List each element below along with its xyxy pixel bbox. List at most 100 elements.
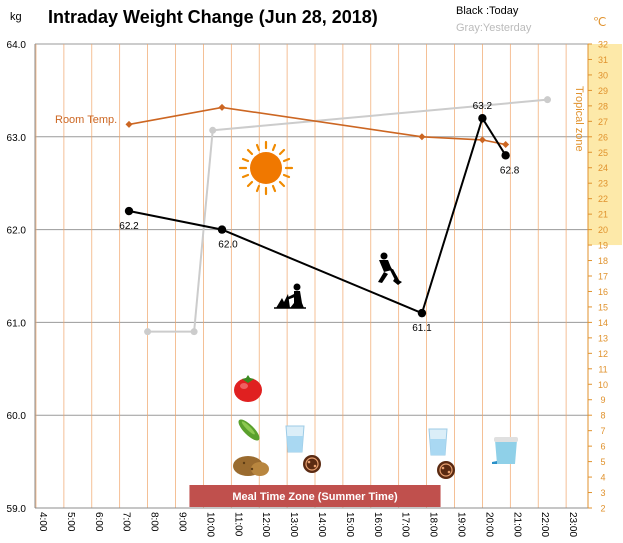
- left-tick-label: 59.0: [7, 504, 27, 515]
- room-temp-point: [502, 141, 510, 149]
- right-tick-label: 10: [598, 380, 608, 390]
- gridlines: [35, 43, 588, 509]
- y-unit-left: kg: [10, 11, 22, 23]
- legend-yesterday: Gray:Yesterday: [456, 22, 532, 34]
- right-tick-label: 18: [598, 256, 608, 266]
- tropical-zone-band: [588, 44, 622, 246]
- right-tick-label: 25: [598, 148, 608, 158]
- x-tick-label: 4:00: [37, 512, 48, 532]
- x-tick-label: 13:00: [288, 512, 299, 537]
- right-tick-label: 20: [598, 225, 608, 235]
- room-temp-label: Room Temp.: [55, 114, 117, 126]
- x-tick-label: 7:00: [121, 512, 132, 532]
- right-tick-label: 2: [600, 504, 605, 514]
- yesterday-point: [190, 328, 198, 336]
- right-tick-label: 28: [598, 101, 608, 111]
- today-data-label: 62.8: [500, 165, 520, 176]
- left-tick-label: 60.0: [7, 411, 27, 422]
- yesterday-line: [147, 98, 548, 333]
- today-line: [128, 115, 507, 315]
- today-data-label: 63.2: [473, 101, 493, 112]
- right-tick-label: 7: [600, 426, 605, 436]
- gardening-person-icon: [274, 283, 306, 309]
- sun-icon: [238, 140, 294, 196]
- right-tick-label: 14: [598, 318, 608, 328]
- room-temp-point: [418, 133, 426, 141]
- right-tick-label: 5: [600, 457, 605, 467]
- right-tick-label: 29: [598, 86, 608, 96]
- x-tick-label: 21:00: [511, 512, 522, 537]
- meal-time-zone-band: [189, 485, 441, 507]
- chart-title: Intraday Weight Change (Jun 28, 2018): [48, 7, 378, 27]
- yesterday-point: [209, 126, 217, 134]
- right-tick-label: 32: [598, 40, 608, 50]
- right-tick-label: 15: [598, 302, 608, 312]
- right-tick-label: 22: [598, 194, 608, 204]
- left-tick-labels: 64.0 63.0 62.0 61.0 60.0 59.0: [7, 40, 27, 515]
- room-temp-point: [478, 136, 486, 144]
- right-tick-label: 16: [598, 287, 608, 297]
- room-temp-line: [128, 106, 506, 146]
- x-tick-label: 9:00: [177, 512, 188, 532]
- right-tick-label: 21: [598, 210, 608, 220]
- yesterday-point: [544, 96, 551, 104]
- right-tick-label: 27: [598, 117, 608, 127]
- x-tick-label: 23:00: [567, 512, 578, 537]
- x-tick-label: 11:00: [232, 512, 243, 537]
- chocolate-cookie-icon: [303, 455, 321, 473]
- today-point: [478, 114, 487, 123]
- digging-person-icon: [378, 252, 402, 285]
- left-tick-label: 63.0: [7, 133, 27, 144]
- legend-today: Black :Today: [456, 5, 519, 17]
- x-tick-label: 22:00: [539, 512, 550, 537]
- today-point: [417, 308, 427, 318]
- left-tick-label: 62.0: [7, 226, 27, 237]
- today-data-label: 61.1: [412, 323, 432, 334]
- potato-icon: [233, 456, 269, 476]
- left-tick-label: 64.0: [7, 40, 27, 51]
- right-tick-labels: 2345678910111213141516171819202122232425…: [588, 40, 608, 514]
- x-tick-labels: 4:00 5:00 6:00 7:00 8:00 9:00 10:00 11:00 12:00 1…: [37, 512, 578, 537]
- water-glass-icon: [428, 428, 448, 456]
- right-tick-label: 3: [600, 488, 605, 498]
- right-tick-label: 13: [598, 333, 608, 343]
- x-tick-label: 10:00: [204, 512, 215, 537]
- y-unit-right: ℃: [593, 15, 606, 29]
- room-temp-point: [125, 120, 133, 128]
- right-tick-label: 11: [598, 364, 607, 374]
- today-data-label: 62.0: [218, 240, 238, 251]
- right-tick-label: 23: [598, 179, 608, 189]
- series-layer: 62.2 62.0 61.1 63.2 62.8: [119, 96, 551, 336]
- x-tick-label: 18:00: [428, 512, 439, 537]
- today-point: [501, 151, 510, 160]
- right-tick-label: 6: [600, 442, 605, 452]
- left-tick-label: 61.0: [7, 318, 27, 329]
- x-tick-label: 20:00: [483, 512, 494, 537]
- right-tick-label: 26: [598, 132, 608, 142]
- right-tick-label: 17: [598, 272, 608, 282]
- x-tick-label: 15:00: [344, 512, 355, 537]
- x-tick-label: 6:00: [93, 512, 104, 532]
- today-point: [124, 206, 134, 216]
- tropical-zone-label: Tropical zone: [573, 86, 585, 152]
- yesterday-point: [144, 328, 152, 336]
- right-tick-label: 4: [600, 473, 605, 483]
- meal-time-zone-label: Meal Time Zone (Summer Time): [232, 491, 398, 503]
- right-tick-label: 9: [600, 395, 605, 405]
- right-tick-label: 8: [600, 411, 605, 421]
- tomato-icon: [234, 375, 262, 402]
- yogurt-cup-icon: [492, 437, 518, 464]
- cucumber-icon: [238, 419, 260, 441]
- right-tick-label: 19: [598, 241, 608, 251]
- x-tick-label: 19:00: [456, 512, 467, 537]
- x-tick-label: 17:00: [400, 512, 411, 537]
- x-tick-label: 14:00: [316, 512, 327, 537]
- x-tick-label: 8:00: [149, 512, 160, 532]
- right-tick-label: 31: [598, 55, 608, 65]
- today-data-label: 62.2: [119, 221, 139, 232]
- chocolate-cookie-icon: [437, 461, 455, 479]
- x-tick-label: 12:00: [260, 512, 271, 537]
- water-glass-icon: [285, 425, 305, 453]
- today-point: [217, 225, 227, 234]
